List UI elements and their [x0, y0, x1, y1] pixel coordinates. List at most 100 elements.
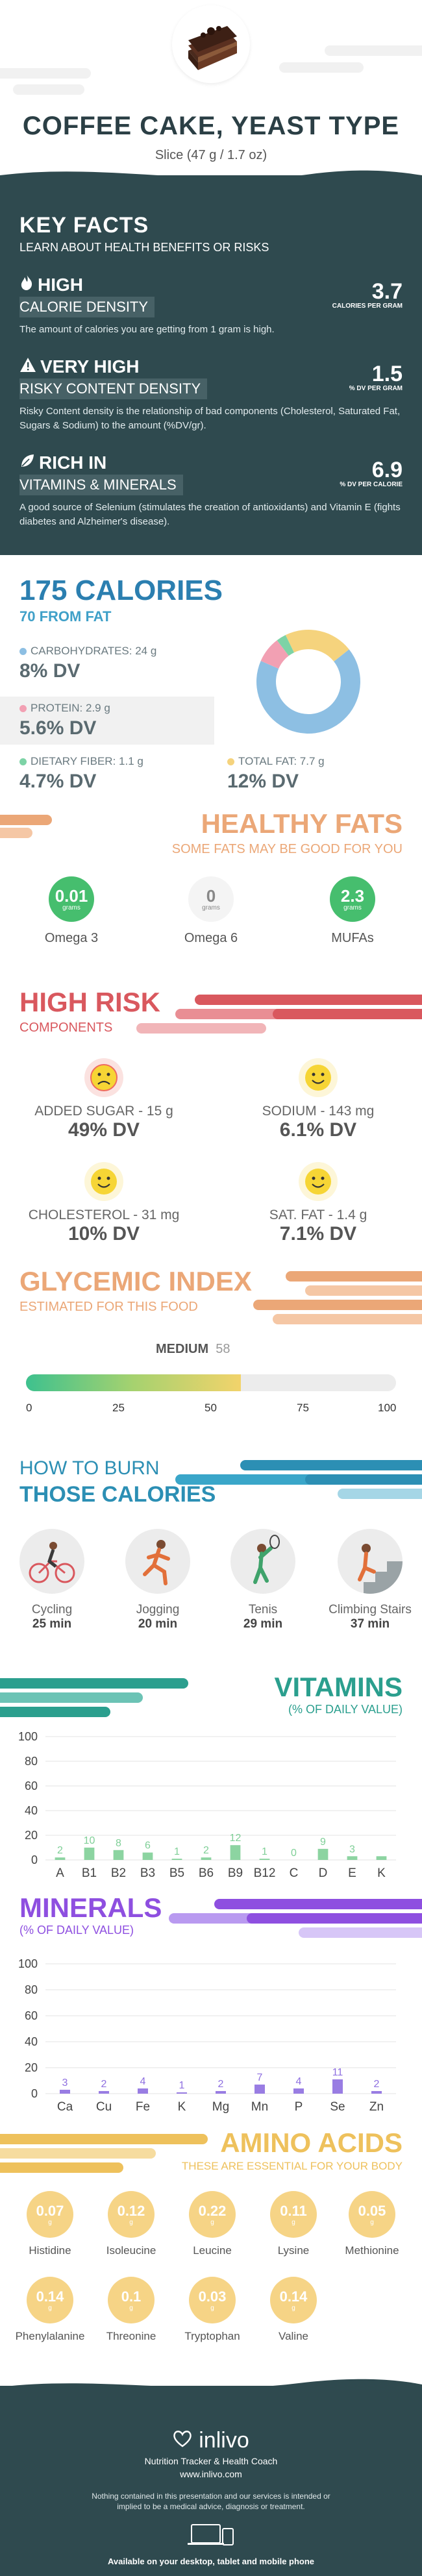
- glycemic-subtitle: ESTIMATED FOR THIS FOOD: [19, 1300, 198, 1314]
- bar: [317, 1848, 329, 1860]
- x-tick-label: Ca: [57, 2100, 73, 2114]
- decor-swoosh: [325, 45, 422, 56]
- burn-activities: Cycling 25 min Jogging 20 min Tenis 29 m…: [0, 1516, 422, 1672]
- decor-bar: [0, 1692, 143, 1703]
- amino-value: 0.22: [198, 2202, 227, 2219]
- amino-isoleucine: 0.12 g Isoleucine: [89, 2191, 173, 2257]
- activity-name: Climbing Stairs: [329, 1603, 412, 1616]
- bar: [113, 1850, 124, 1860]
- glycemic-header: GLYCEMIC INDEX ESTIMATED FOR THIS FOOD: [0, 1266, 422, 1328]
- fat-name: Omega 6: [184, 931, 238, 945]
- amino-value: 0.12: [117, 2202, 145, 2219]
- climbing-stairs-icon: [338, 1529, 403, 1594]
- decor-bar: [136, 1023, 266, 1034]
- amino-badge: 0.11 g: [270, 2191, 317, 2238]
- glycemic-gauge: MEDIUM 58 0 25 50 75 100: [0, 1328, 422, 1451]
- key-facts-title: KEY FACTS: [19, 213, 149, 238]
- cake-slice-image: [172, 5, 250, 83]
- amino-unit: g: [292, 2304, 295, 2312]
- amino-name: Isoleucine: [106, 2244, 156, 2257]
- fat-unit: grams: [62, 904, 81, 911]
- amino-phenylalanine: 0.14 g Phenylalanine: [8, 2277, 92, 2343]
- high-risk-title: HIGH RISK: [19, 987, 161, 1017]
- macro-total-fat: TOTAL FAT: 7.7 g 12% DV: [214, 750, 422, 798]
- bar: [55, 1857, 66, 1860]
- macro-protein: PROTEIN: 2.9 g 5.6% DV: [0, 697, 214, 745]
- fact-label: VITAMINS & MINERALS: [19, 475, 183, 495]
- vitamins-chart: 0 20 40 60 80 100 2 A 10 B1 8 B2 6 B3 1 B5 2 B6 12 B9 1 B12 0 C…: [0, 1724, 422, 1892]
- vitamins-bar-chart: 0 20 40 60 80 100 2 A 10 B1 8 B2 6 B3 1 B5 2 B6 12 B9 1 B12 0 C…: [18, 1730, 396, 1880]
- amino-badge: 0.05 g: [349, 2191, 395, 2238]
- bar: [201, 1857, 212, 1860]
- amino-value: 0.1: [121, 2288, 142, 2305]
- burn-title-bottom: THOSE CALORIES: [19, 1482, 216, 1507]
- amino-value: 0.11: [280, 2202, 307, 2219]
- amino-value: 0.07: [36, 2202, 64, 2219]
- decor-bar: [240, 1460, 422, 1470]
- amino-subtitle: THESE ARE ESSENTIAL FOR YOUR BODY: [181, 2160, 403, 2172]
- decor-swoosh: [13, 84, 84, 95]
- bar: [60, 2090, 70, 2094]
- fact-label: RISKY CONTENT DENSITY: [19, 378, 208, 399]
- x-tick-label: C: [290, 1866, 299, 1880]
- amino-badge: 0.1 g: [108, 2277, 155, 2323]
- fact-unit: CALORIES PER GRAM: [332, 303, 403, 310]
- wave-divider: [0, 2379, 422, 2399]
- cycling-icon: [19, 1529, 84, 1594]
- decor-bar: [305, 1285, 422, 1296]
- amino-title: AMINO ACIDS: [220, 2127, 403, 2158]
- decor-bar: [299, 1927, 422, 1938]
- fat-badge: 2.3 grams: [330, 876, 375, 922]
- decor-bar: [195, 995, 422, 1005]
- x-tick-label: B9: [228, 1866, 243, 1880]
- burn-title-top: HOW TO BURN: [19, 1457, 160, 1479]
- x-tick-label: P: [295, 2100, 303, 2114]
- brand-logo[interactable]: inlivo: [0, 2428, 422, 2453]
- vitamins-header: VITAMINS (% OF DAILY VALUE): [0, 1672, 422, 1724]
- macro-dv: 4.7% DV: [19, 771, 97, 792]
- minerals-bar-chart: 0 20 40 60 80 100 3 Ca 2 Cu 4 Fe 1 K 2 Mg 7 Mn 4 P 11 Se 2 Zn: [18, 1957, 396, 2114]
- fat-value: 0: [206, 886, 216, 906]
- amino-leucine: 0.22 g Leucine: [170, 2191, 254, 2257]
- decor-bar: [0, 828, 32, 838]
- activity-jogging: Jogging 20 min: [109, 1529, 206, 1631]
- glycemic-level: MEDIUM: [156, 1342, 209, 1356]
- amino-name: Threonine: [106, 2330, 156, 2342]
- bar-value-label: 4: [296, 2076, 302, 2087]
- risk-dv: 7.1% DV: [279, 1223, 357, 1245]
- warning-icon: [19, 356, 36, 377]
- y-tick-label: 0: [31, 1853, 38, 1866]
- y-tick-label: 100: [18, 1957, 38, 1970]
- header: COFFEE CAKE, YEAST TYPE Slice (47 g / 1.…: [0, 0, 422, 175]
- donut-slice: [256, 649, 360, 734]
- vitamins-title: VITAMINS: [274, 1672, 403, 1702]
- high-risk-subtitle: COMPONENTS: [19, 1021, 113, 1035]
- risk-sodium: SODIUM - 143 mg 6.1% DV: [227, 1058, 409, 1141]
- bar: [259, 1859, 270, 1860]
- key-facts-section: KEY FACTS LEARN ABOUT HEALTH BENEFITS OR…: [0, 170, 422, 555]
- leaf-icon: [19, 452, 35, 473]
- activity-minutes: 29 min: [243, 1617, 283, 1631]
- bar-value-label: 6: [145, 1840, 151, 1852]
- fact-level: RICH IN: [39, 452, 107, 473]
- donut-slice: [285, 630, 349, 662]
- bar-value-label: 2: [218, 2079, 224, 2090]
- y-tick-label: 80: [25, 1755, 38, 1768]
- amino-badge: 0.14 g: [27, 2277, 73, 2323]
- macro-label: CARBOHYDRATES: 24 g: [31, 645, 157, 657]
- activity-name: Cycling: [31, 1603, 73, 1616]
- smiley-face-icon: [84, 1162, 123, 1201]
- y-tick-label: 20: [25, 1829, 38, 1842]
- brand-url[interactable]: www.inlivo.com: [180, 2469, 242, 2479]
- activity-name: Jogging: [136, 1603, 180, 1616]
- x-tick-label: B6: [199, 1866, 214, 1880]
- amino-unit: g: [292, 2218, 295, 2226]
- macro-dv: 8% DV: [19, 660, 81, 682]
- vitamins-subtitle: (% OF DAILY VALUE): [288, 1703, 403, 1716]
- tennis-icon: [230, 1529, 295, 1594]
- heart-icon: [173, 2428, 192, 2453]
- glycemic-tick: 25: [112, 1402, 125, 1414]
- macro-fiber: DIETARY FIBER: 1.1 g 4.7% DV: [0, 750, 214, 798]
- bar: [371, 2091, 382, 2094]
